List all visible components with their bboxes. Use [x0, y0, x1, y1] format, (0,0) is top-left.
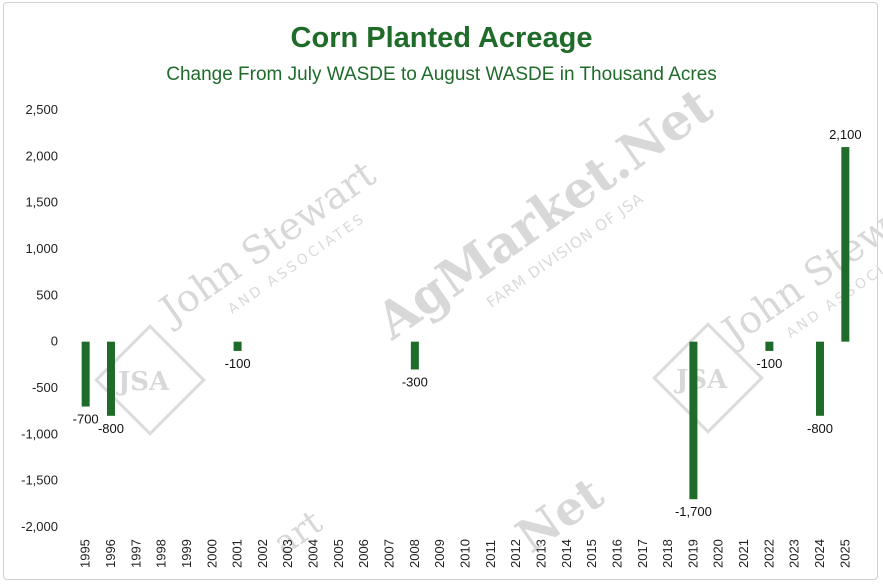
y-tick-label: -500 — [32, 380, 58, 395]
chart-subtitle: Change From July WASDE to August WASDE i… — [166, 64, 717, 85]
x-tick-label: 1999 — [179, 539, 194, 568]
x-tick-label: 2009 — [432, 539, 447, 568]
data-label-2008: -300 — [402, 374, 428, 389]
y-tick-label: 2,500 — [25, 102, 58, 117]
bar-2008 — [410, 341, 419, 370]
x-tick-label: 2000 — [204, 539, 219, 568]
watermark-jsa-monogram-1: JSA — [116, 367, 170, 397]
x-tick-label: 2025 — [837, 539, 852, 568]
y-tick-label: 1,500 — [25, 195, 58, 210]
x-tick-label: 2002 — [255, 539, 270, 568]
x-tick-label: 2006 — [356, 539, 371, 568]
bars — [81, 147, 850, 500]
bar-2022 — [765, 341, 774, 351]
x-tick-label: 2015 — [584, 539, 599, 568]
y-tick-label: -1,500 — [21, 473, 58, 488]
bar-2019 — [689, 341, 698, 500]
x-tick-label: 1995 — [78, 539, 93, 568]
x-tick-label: 2017 — [635, 539, 650, 568]
x-tick-label: 2003 — [280, 539, 295, 568]
x-tick-label: 2012 — [508, 539, 523, 568]
data-label-2024: -800 — [807, 421, 833, 436]
y-tick-label: 0 — [51, 334, 58, 349]
x-tick-label: 2001 — [230, 539, 245, 568]
watermark-jsa-monogram-2: JSA — [674, 365, 728, 395]
x-tick-label: 2024 — [812, 539, 827, 568]
x-tick-label: 2019 — [685, 539, 700, 568]
x-tick-label: 2008 — [407, 539, 422, 568]
bar-1996 — [106, 341, 115, 416]
bar-1995 — [81, 341, 90, 407]
x-tick-label: 2016 — [609, 539, 624, 568]
watermark-jsa-logo-2 — [652, 322, 764, 434]
watermark-agmarket: AgMarket.Net — [364, 76, 723, 352]
y-tick-label: 1,000 — [25, 241, 58, 256]
watermark-jsa-logo-1 — [94, 324, 206, 436]
x-tick-label: 2011 — [483, 540, 498, 568]
data-label-1995: -700 — [73, 412, 99, 427]
x-tick-label: 2013 — [533, 539, 548, 568]
y-tick-label: 2,000 — [25, 148, 58, 163]
chart-title: Corn Planted Acreage — [290, 22, 593, 54]
x-axis: 1995 1996 1997 1998 1999 2000 2001 2002 2003 2004… — [78, 539, 853, 568]
watermark-jsa-name-1: John Stewart — [149, 152, 384, 335]
bar-2025 — [841, 147, 850, 342]
x-tick-label: 1997 — [128, 539, 143, 568]
chart-frame — [3, 2, 878, 580]
x-tick-label: 2018 — [660, 539, 675, 568]
y-tick-label: -2,000 — [21, 519, 58, 534]
x-tick-label: 2023 — [787, 539, 802, 568]
watermark-layer: John Stewart AND ASSOCIATES JSA AgMarket… — [94, 76, 883, 564]
x-tick-label: 2022 — [761, 539, 776, 568]
x-tick-label: 2005 — [331, 539, 346, 568]
bar-2001 — [233, 341, 242, 351]
y-axis: 2,500 2,000 1,500 1,000 500 0 -500 -1,000 -1,500… — [21, 102, 58, 534]
x-tick-label: 2010 — [458, 539, 473, 568]
y-tick-label: 500 — [36, 287, 58, 302]
data-label-2019: -1,700 — [675, 504, 712, 519]
y-tick-label: -1,000 — [21, 426, 58, 441]
x-tick-label: 2007 — [382, 539, 397, 568]
x-tick-label: 1998 — [154, 539, 169, 568]
data-label-2025: 2,100 — [829, 127, 862, 142]
data-label-1996: -800 — [98, 421, 124, 436]
data-label-2022: -100 — [756, 356, 782, 371]
data-label-2001: -100 — [225, 356, 251, 371]
x-tick-label: 2004 — [306, 539, 321, 568]
bar-2024 — [816, 341, 825, 416]
x-tick-label: 2021 — [736, 539, 751, 568]
x-tick-label: 2020 — [711, 539, 726, 568]
x-tick-label: 1996 — [103, 539, 118, 568]
x-tick-label: 2014 — [559, 539, 574, 568]
